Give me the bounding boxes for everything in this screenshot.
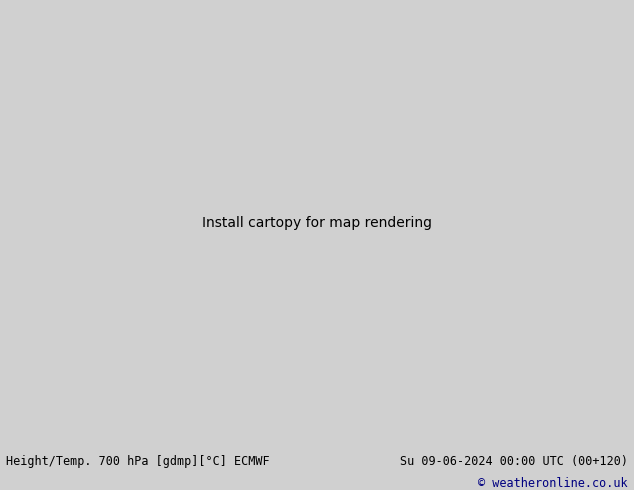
Text: © weatheronline.co.uk: © weatheronline.co.uk <box>478 477 628 490</box>
Text: Install cartopy for map rendering: Install cartopy for map rendering <box>202 216 432 230</box>
Text: Height/Temp. 700 hPa [gdmp][°C] ECMWF: Height/Temp. 700 hPa [gdmp][°C] ECMWF <box>6 455 270 468</box>
Text: Su 09-06-2024 00:00 UTC (00+120): Su 09-06-2024 00:00 UTC (00+120) <box>399 455 628 468</box>
